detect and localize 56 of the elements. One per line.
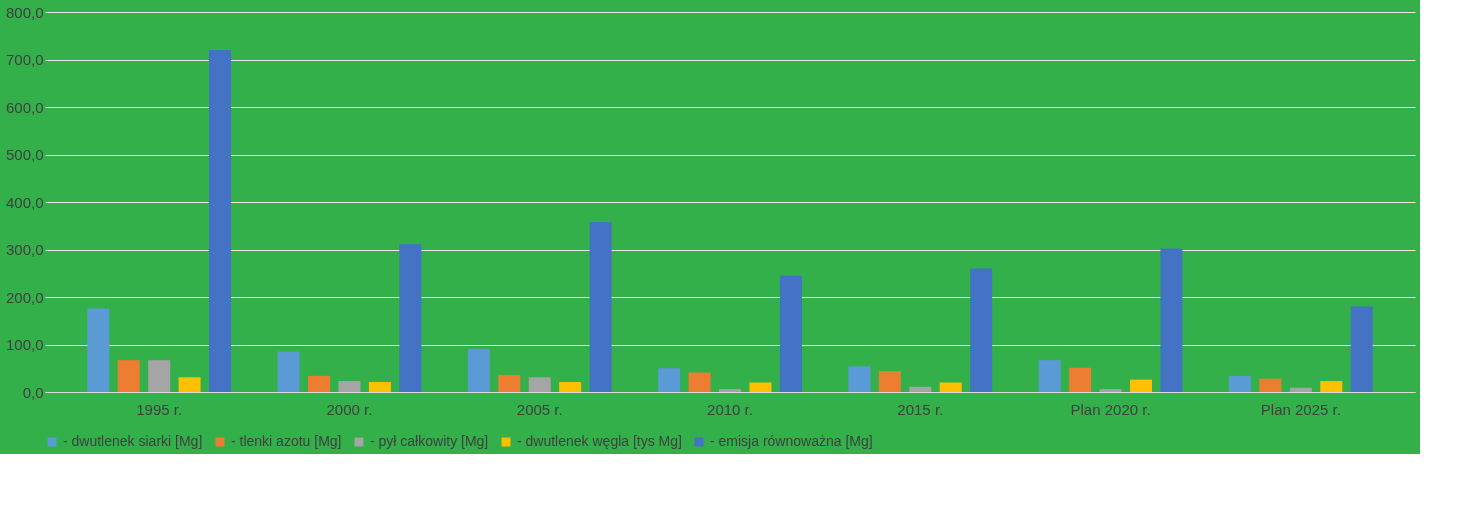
legend-label: - emisja równoważna [Mg]	[710, 433, 873, 449]
x-tick-label: Plan 2025 r.	[1260, 400, 1341, 418]
bar	[1069, 367, 1092, 392]
x-tick-label: Plan 2020 r.	[1070, 400, 1151, 418]
bar	[1289, 387, 1312, 392]
bar	[658, 368, 681, 392]
bar	[368, 382, 391, 392]
y-tick-label: 600,0	[5, 98, 44, 116]
bar	[399, 244, 422, 392]
bar	[1130, 379, 1152, 392]
bar	[277, 351, 300, 392]
bar	[1259, 378, 1282, 392]
y-tick-label: 0,0	[22, 383, 44, 401]
y-tick-label: 800,0	[5, 3, 44, 21]
y-tick-label: 700,0	[5, 51, 44, 68]
bar	[178, 377, 201, 392]
bar	[1099, 389, 1122, 392]
y-tick-label: 300,0	[5, 241, 44, 258]
y-tick-label: 200,0	[5, 288, 44, 306]
x-tick-label: 2005 r.	[516, 400, 563, 418]
bar	[209, 50, 232, 392]
y-tick-label: 400,0	[5, 193, 44, 211]
bar	[528, 377, 551, 392]
x-tick-label: 1995 r.	[136, 400, 183, 418]
bar	[970, 268, 993, 392]
bar	[1320, 381, 1343, 392]
bar	[848, 366, 871, 392]
bar	[909, 386, 932, 392]
bar	[308, 375, 330, 392]
bar	[719, 389, 741, 392]
bar	[749, 382, 772, 392]
bar	[117, 360, 140, 392]
bar	[1228, 375, 1251, 392]
bar	[1350, 306, 1373, 392]
bar	[589, 221, 612, 392]
bar	[939, 382, 962, 392]
legend-label: - dwutlenek siarki [Mg]	[63, 433, 203, 449]
bar	[148, 360, 171, 392]
x-tick-label: 2015 r.	[897, 400, 944, 418]
x-tick-label: 2000 r.	[326, 400, 373, 418]
legend-label: - tlenki azotu [Mg]	[231, 433, 342, 449]
bar	[559, 382, 582, 392]
bar	[1160, 248, 1183, 392]
bar	[878, 371, 901, 392]
bar	[779, 275, 802, 392]
legend-label: - dwutlenek węgla [tys Mg]	[517, 433, 682, 449]
bar	[498, 374, 521, 392]
legend-label: - pył całkowity [Mg]	[370, 433, 489, 449]
x-tick-label: 2010 r.	[707, 400, 753, 418]
bar	[1038, 360, 1061, 392]
y-tick-label: 100,0	[5, 336, 44, 353]
bar	[467, 348, 490, 392]
bar	[338, 381, 361, 392]
y-tick-label: 500,0	[5, 146, 44, 163]
bar	[688, 372, 711, 392]
bar	[87, 308, 110, 392]
